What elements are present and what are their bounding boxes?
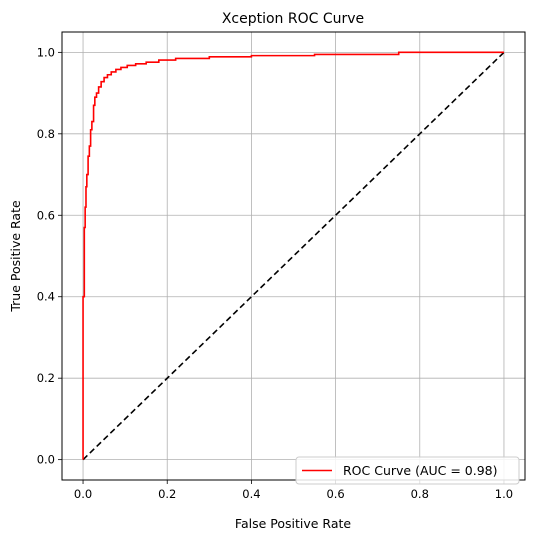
y-tick-label: 0.2	[37, 371, 55, 385]
y-tick-label: 1.0	[37, 45, 55, 59]
chart-title: Xception ROC Curve	[222, 11, 364, 27]
x-tick-label: 0.4	[242, 487, 260, 501]
x-tick-label: 0.8	[411, 487, 429, 501]
legend: ROC Curve (AUC = 0.98)	[295, 456, 520, 485]
plot-area	[82, 51, 505, 461]
chance-diagonal-line	[82, 51, 505, 461]
y-tick-label: 0.8	[37, 127, 55, 141]
x-tick-label: 0.0	[74, 487, 92, 501]
x-tick-label: 0.6	[326, 487, 344, 501]
y-tick-label: 0.6	[37, 208, 55, 222]
grid-lines	[62, 32, 525, 480]
y-tick-label: 0.4	[37, 290, 55, 304]
y-tick-label: 0.0	[37, 453, 55, 467]
x-tick-label: 1.0	[495, 487, 513, 501]
axis-ticks: 0.0 0.2 0.4 0.6 0.8 1.0 0.0 0.2 0.4 0.6 0.8 1.0	[37, 45, 513, 501]
roc-curve-line	[82, 51, 504, 460]
legend-box	[295, 456, 520, 485]
x-axis-label: False Positive Rate	[235, 516, 351, 531]
x-tick-label: 0.2	[158, 487, 176, 501]
y-axis-label: True Positive Rate	[8, 200, 23, 313]
legend-label-roc: ROC Curve (AUC = 0.98)	[343, 463, 498, 478]
axes-frame	[61, 31, 526, 481]
